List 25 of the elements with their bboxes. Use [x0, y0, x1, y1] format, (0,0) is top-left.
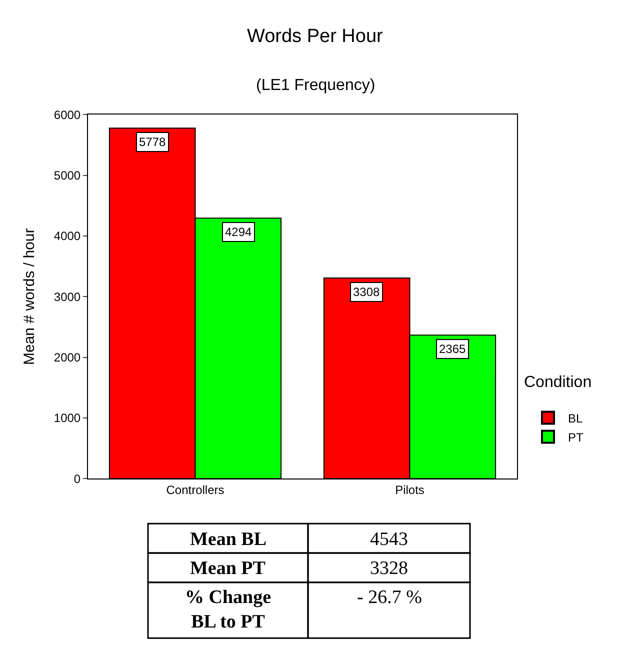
data-label: 2365 — [439, 342, 466, 356]
data-label: 5778 — [139, 135, 166, 149]
x-tick-label: Pilots — [395, 483, 424, 498]
y-axis-title: Mean # words / hour — [21, 228, 38, 366]
text: % Change BL to PT — [185, 587, 272, 633]
text: Mean PT — [190, 558, 266, 579]
y-tick-label: 0 — [74, 472, 81, 486]
y-tick-label: 3000 — [54, 290, 81, 304]
y-tick-label: 1000 — [54, 411, 81, 426]
chart-title: Words Per Hour — [247, 26, 384, 47]
y-tick-label: 6000 — [54, 108, 81, 122]
y-tick-label: 4000 — [54, 229, 81, 244]
y-tick-label: 2000 — [54, 350, 81, 365]
y-tick-label: 5000 — [54, 168, 81, 183]
text: Mean BL — [190, 529, 267, 550]
legend-title: Condition — [524, 374, 592, 391]
x-tick-label: Controllers — [166, 483, 224, 498]
legend-label: BL — [568, 411, 584, 426]
legend-label: PT — [568, 430, 584, 444]
data-label: 3308 — [353, 285, 380, 299]
chart-subtitle: (LE1 Frequency) — [256, 77, 376, 94]
text: 4543 — [370, 529, 408, 550]
text: - 26.7 % — [357, 587, 422, 608]
text: 3328 — [370, 558, 408, 579]
data-label: 4294 — [225, 225, 252, 239]
